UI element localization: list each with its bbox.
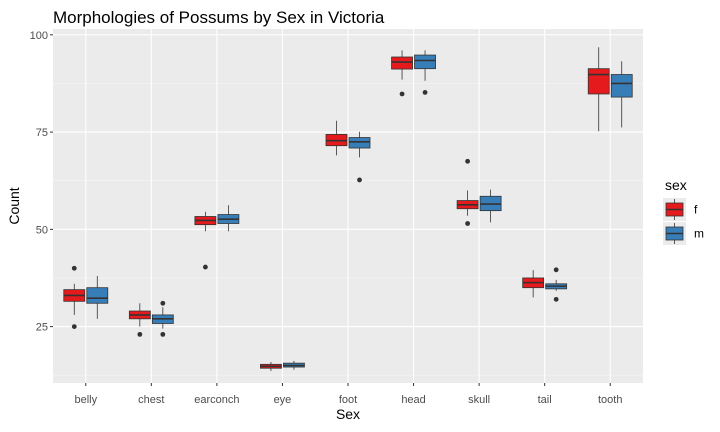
axes: 25 50 75 100 belly chest earconch eye foot head sk… [30, 30, 623, 406]
x-tick-label: skull [468, 394, 490, 406]
x-tick-label: tooth [598, 394, 622, 406]
y-tick-label: 100 [30, 30, 48, 42]
legend-label-m: m [694, 227, 704, 241]
box-body [348, 137, 371, 149]
outlier-point [71, 324, 77, 329]
x-tick-label: chest [138, 394, 164, 406]
box-chest-m [151, 300, 174, 337]
box-tooth-m [610, 61, 633, 128]
outlier-point [160, 331, 166, 337]
box-belly-f [63, 265, 86, 329]
x-tick-label: belly [74, 394, 97, 406]
box-skull-f [456, 158, 479, 226]
box-eye-f [260, 361, 282, 371]
box-body [414, 54, 436, 70]
legend-title: sex [665, 177, 687, 193]
x-tick-label: foot [339, 394, 357, 406]
outlier-point [465, 158, 471, 164]
box-tail-f [522, 270, 545, 298]
x-tick-label: head [401, 394, 425, 406]
box-body [587, 68, 610, 95]
box-body [86, 287, 109, 304]
outlier-point [465, 221, 471, 226]
x-axis-title: Sex [336, 406, 360, 422]
legend-items: fm [663, 198, 704, 245]
box-tail-m [545, 267, 568, 302]
outlier-point [160, 300, 166, 306]
outlier-point [553, 296, 559, 302]
box-eye-m [283, 360, 305, 370]
legend-item-f: f [663, 198, 698, 221]
outlier-point [202, 264, 208, 270]
box-body [610, 74, 633, 98]
outlier-point [357, 177, 362, 183]
x-tick-label: eye [274, 394, 292, 406]
box-skull-m [479, 189, 502, 223]
box-earconch-f [194, 211, 217, 270]
legend-item-m: m [663, 222, 704, 245]
box-tooth-f [587, 47, 610, 132]
grid-lines [53, 29, 643, 383]
y-tick-label: 25 [36, 322, 48, 334]
outlier-point [137, 331, 143, 337]
chart-title: Morphologies of Possums by Sex in Victor… [53, 8, 385, 27]
x-tick-label: tail [538, 394, 552, 406]
legend: sex fm [663, 177, 704, 245]
outlier-point [71, 265, 77, 271]
box-belly-m [86, 276, 109, 319]
x-tick-label: earconch [194, 394, 239, 406]
box-earconch-m [217, 205, 240, 232]
legend-label-f: f [694, 203, 698, 217]
box-head-f [391, 50, 413, 97]
box-foot-m [348, 131, 371, 183]
box-body [391, 56, 413, 70]
outlier-point [553, 267, 559, 273]
outlier-point [399, 91, 405, 97]
box-head-m [414, 50, 436, 95]
y-tick-label: 50 [36, 224, 48, 236]
box-series-layer [63, 47, 633, 371]
box-foot-f [325, 120, 348, 156]
y-axis-title: Count [6, 187, 22, 224]
box-chest-f [128, 303, 151, 337]
outlier-point [422, 90, 428, 95]
y-tick-label: 75 [36, 127, 48, 139]
